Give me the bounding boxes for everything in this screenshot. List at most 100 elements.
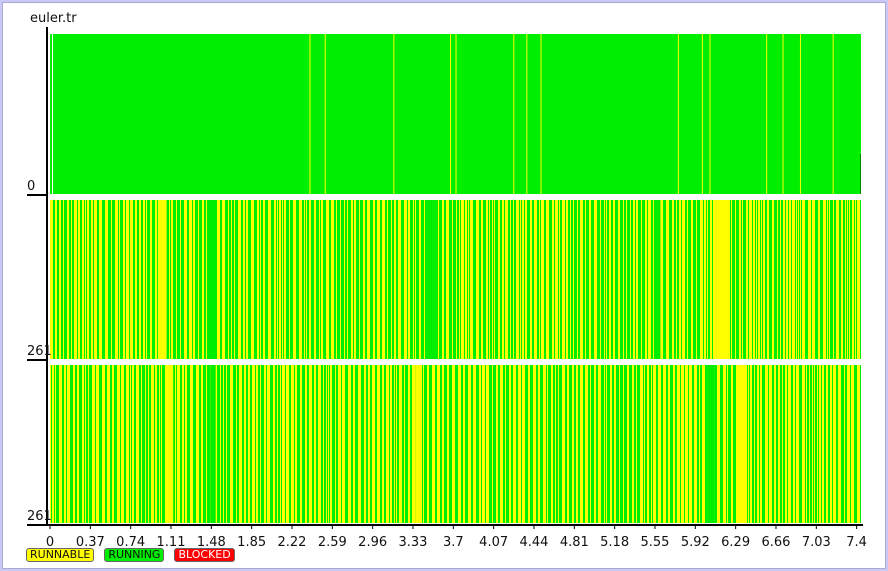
state-segment-runnable <box>291 365 294 523</box>
state-segment-runnable <box>528 365 530 523</box>
state-segment-runnable <box>737 365 745 523</box>
state-segment-runnable <box>184 200 187 359</box>
state-segment-runnable <box>699 365 700 523</box>
state-segment-runnable <box>130 200 133 359</box>
state-segment-runnable <box>520 200 521 359</box>
state-segment-runnable <box>709 34 711 194</box>
state-segment-runnable <box>668 365 670 523</box>
state-segment-runnable <box>386 365 389 523</box>
state-segment-runnable <box>92 365 95 523</box>
x-tick-label: 1.11 <box>157 535 186 550</box>
state-segment-runnable <box>687 200 688 359</box>
state-segment-runnable <box>818 200 820 359</box>
state-segment-runnable <box>300 365 302 523</box>
state-segment-runnable <box>562 365 565 523</box>
row-baseline-tick <box>27 194 48 196</box>
state-segment-runnable <box>314 365 316 523</box>
x-tick-mark <box>533 524 535 529</box>
state-segment-runnable <box>248 365 250 523</box>
state-segment-runnable <box>651 365 652 523</box>
state-segment-runnable <box>847 365 850 523</box>
state-segment-runnable <box>707 200 708 359</box>
state-segment-runnable <box>99 200 102 359</box>
state-segment-runnable <box>647 365 649 523</box>
state-segment-runnable <box>802 200 805 359</box>
state-segment-runnable <box>324 34 326 194</box>
x-tick-label: 0.74 <box>116 535 145 550</box>
x-tick-mark <box>89 524 91 529</box>
state-segment-runnable <box>222 200 225 359</box>
row-label: 0 <box>27 179 35 194</box>
state-segment-running <box>706 365 715 523</box>
state-segment-runnable <box>672 200 674 359</box>
state-segment-runnable <box>798 200 799 359</box>
state-segment-runnable <box>817 365 818 523</box>
state-segment-runnable <box>145 365 146 523</box>
state-segment-runnable <box>165 365 167 523</box>
state-segment-runnable <box>802 365 805 523</box>
state-segment-runnable <box>286 365 289 523</box>
state-segment-runnable <box>126 365 129 523</box>
state-segment-runnable <box>685 365 688 523</box>
state-segment-runnable <box>539 200 540 359</box>
x-tick-mark <box>694 524 696 529</box>
trace-title: euler.tr <box>30 11 77 26</box>
state-segment-runnable <box>50 200 53 359</box>
state-segment-runnable <box>450 34 452 194</box>
state-segment-runnable <box>55 200 57 359</box>
state-segment-runnable <box>119 200 120 359</box>
state-segment-runnable <box>177 365 180 523</box>
state-segment-runnable <box>640 365 643 523</box>
state-segment-runnable <box>814 365 815 523</box>
state-segment-runnable <box>94 200 97 359</box>
state-segment-runnable <box>159 365 160 523</box>
state-segment-runnable <box>786 200 788 359</box>
state-segment-runnable <box>368 365 370 523</box>
state-segment-runnable <box>677 365 680 523</box>
x-tick-label: 5.92 <box>681 535 710 550</box>
state-segment-runnable <box>166 365 174 523</box>
state-segment-runnable <box>438 200 439 359</box>
state-segment-runnable <box>486 200 488 359</box>
state-segment-runnable <box>754 365 755 523</box>
state-segment-running <box>424 200 437 359</box>
state-segment-runnable <box>785 365 787 523</box>
state-segment-runnable <box>304 200 305 359</box>
state-segment-runnable <box>143 200 145 359</box>
state-segment-runnable <box>446 200 449 359</box>
state-segment-runnable <box>256 365 258 523</box>
state-segment-runnable <box>458 365 461 523</box>
state-segment-runnable <box>505 200 508 359</box>
state-segment-runnable <box>323 365 324 523</box>
state-segment-runnable <box>552 200 554 359</box>
state-segment-runnable <box>452 200 453 359</box>
state-segment-runnable <box>658 365 661 523</box>
state-segment-runnable <box>847 200 848 359</box>
state-segment-runnable <box>295 365 297 523</box>
state-segment-runnable <box>461 200 464 359</box>
state-segment-runnable <box>244 365 246 523</box>
state-segment-runnable <box>691 200 693 359</box>
state-segment-runnable <box>766 34 768 194</box>
state-segment-runnable <box>151 365 154 523</box>
timeline-bars <box>50 34 861 523</box>
x-tick-label: 2.59 <box>318 535 347 550</box>
state-segment-runnable <box>819 365 821 523</box>
state-segment-runnable <box>829 200 830 359</box>
state-segment-runnable <box>496 365 498 523</box>
state-segment-runnable <box>702 365 705 523</box>
state-segment-runnable <box>806 365 807 523</box>
state-segment-runnable <box>618 200 620 359</box>
state-segment-runnable <box>823 200 826 359</box>
x-tick-mark <box>493 524 495 529</box>
state-segment-runnable <box>526 34 528 194</box>
x-tick-label: 2.22 <box>278 535 307 550</box>
state-segment-runnable <box>736 365 738 523</box>
state-segment-runnable <box>314 200 316 359</box>
state-segment-runnable <box>273 365 275 523</box>
state-segment-runnable <box>580 365 583 523</box>
state-segment-runnable <box>727 200 730 359</box>
state-segment-runnable <box>146 200 147 359</box>
x-axis-line <box>46 524 863 526</box>
state-segment-runnable <box>479 365 481 523</box>
